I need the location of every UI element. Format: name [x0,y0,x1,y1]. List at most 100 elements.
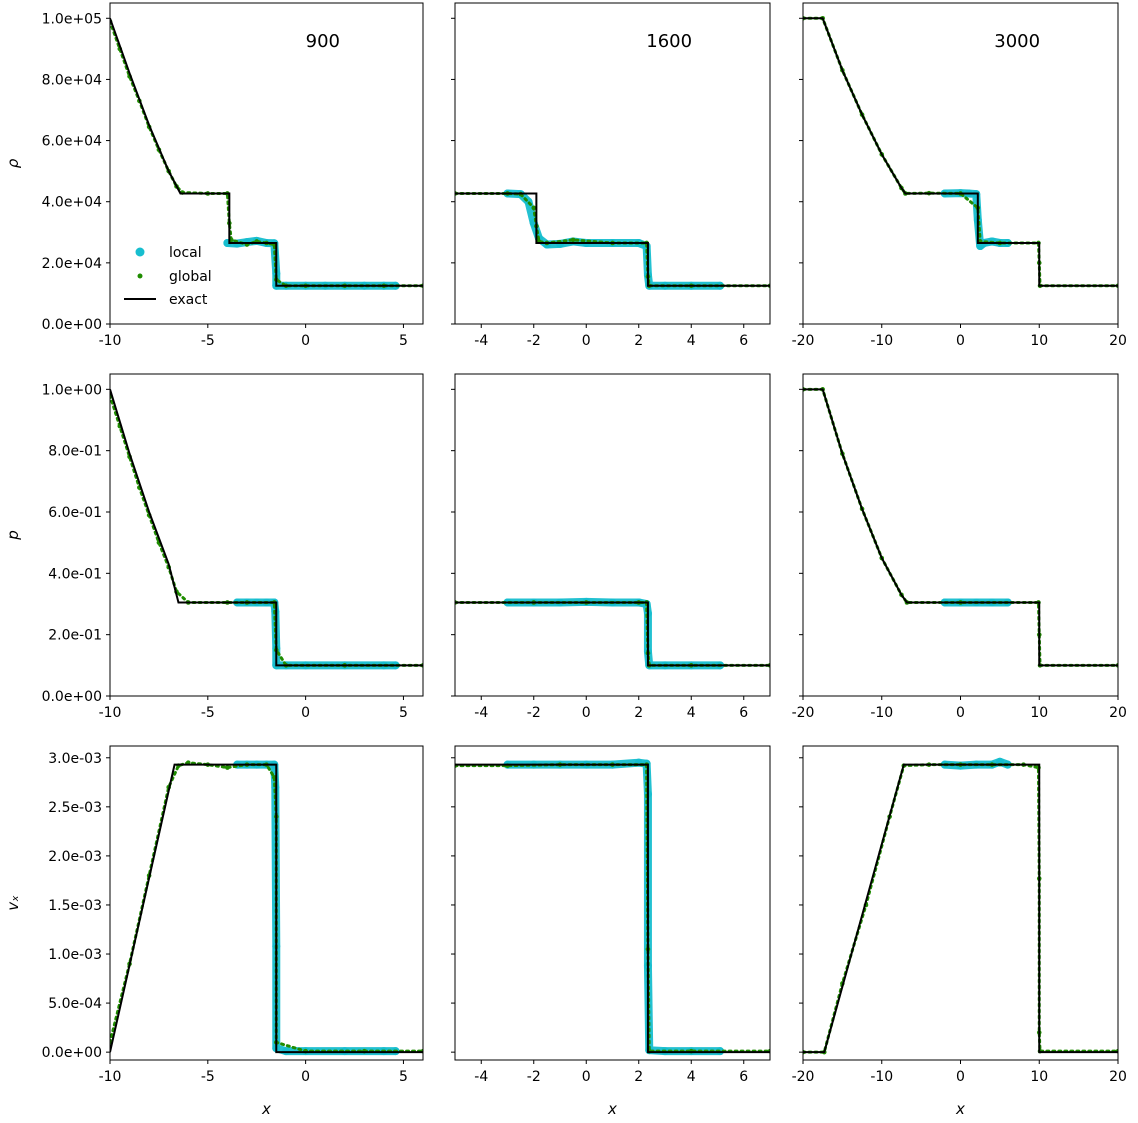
x-tick-label: 0 [582,705,591,721]
x-tick-label: 0 [301,1069,310,1085]
x-tick-label: -10 [870,1069,893,1085]
axes-frame [454,2,771,325]
y-axis-label: vₓ [4,895,22,911]
x-tick-label: 10 [1030,705,1048,721]
global-series-trace [455,191,770,288]
y-tick-label: 0.0e+00 [42,689,102,705]
legend-label-exact: exact [169,292,208,308]
local-series-band [233,598,400,670]
x-tick-label: -20 [792,705,815,721]
plot-area [803,757,1118,1055]
y-tick-label: 8.0e+04 [42,72,103,88]
axes-frame [802,373,1119,697]
plot-area [455,597,770,670]
axes-frame [109,373,424,697]
legend-label-local: local [169,245,202,261]
x-tick-label: 0 [582,333,591,349]
global-point [225,765,230,770]
x-axis-label: x [607,1100,617,1118]
x-tick-label: 10 [1030,1069,1048,1085]
x-tick-label: 0 [956,1069,965,1085]
exact-line [110,763,423,1054]
y-axis-label: p [4,530,22,541]
y-tick-label: 3.0e-03 [48,751,102,767]
x-tick-label: -5 [201,705,215,721]
x-axis-label: x [955,1100,965,1118]
exact-line [455,601,770,667]
exact-line [110,17,423,287]
y-tick-label: 6.0e+04 [42,134,103,150]
panel-title: 3000 [994,31,1040,52]
panel-title: 900 [306,31,340,52]
local-series-band [503,597,725,670]
x-tick-label: 0 [301,705,310,721]
x-tick-label: -20 [792,1069,815,1085]
global-point [531,205,537,211]
y-tick-label: 8.0e-01 [48,444,102,460]
x-tick-label: 10 [1030,333,1048,349]
y-tick-label: 4.0e+04 [42,195,103,211]
subplot-r1-c0: -10 -5 0 5 0.0e+00 2.0e-01 4.0e-01 6.0e-01 8.0e-… [4,373,424,721]
x-tick-label: 0 [956,705,965,721]
plot-area [110,760,423,1056]
y-tick-label: 0.0e+00 [42,1045,102,1061]
y-tick-label: 0.0e+00 [42,317,102,333]
exact-line [803,763,1118,1054]
x-tick-label: -2 [527,1069,541,1085]
x-tick-label: 0 [301,333,310,349]
axes-frame [454,745,771,1061]
plot-area [803,15,1118,289]
local-series-band [233,760,400,1056]
y-tick-label: 6.0e-01 [48,505,102,521]
legend: local global exact [124,245,212,308]
global-series-trace [110,393,423,667]
x-tick-label: 2 [634,333,643,349]
plot-area [803,387,1118,668]
x-tick-label: 5 [399,705,408,721]
legend-label-global: global [169,269,212,285]
x-tick-label: 20 [1109,1069,1127,1085]
y-tick-label: 2.5e-03 [48,800,102,816]
x-tick-label: -4 [474,705,488,721]
x-tick-label: 6 [739,333,748,349]
subplot-r1-c1: -4 -2 0 2 4 6 [451,373,771,721]
x-tick-label: 0 [582,1069,591,1085]
x-tick-label: -2 [527,333,541,349]
y-tick-label: 2.0e-01 [48,628,102,644]
exact-line [455,763,770,1054]
x-tick-label: -10 [99,1069,122,1085]
y-tick-label: 2.0e-03 [48,849,102,865]
x-tick-label: 6 [739,705,748,721]
x-tick-label: 4 [687,333,696,349]
x-tick-label: -5 [201,1069,215,1085]
exact-line [803,388,1118,667]
y-tick-label: 1.0e+00 [42,382,102,398]
axes-frame [109,2,424,325]
x-tick-label: 6 [739,1069,748,1085]
x-tick-label: 4 [687,1069,696,1085]
axes-frame [454,373,771,697]
x-tick-label: -10 [99,705,122,721]
plot-area [110,389,423,670]
global-point [570,237,576,243]
x-tick-label: 2 [634,705,643,721]
x-tick-label: -10 [870,333,893,349]
y-tick-label: 4.0e-01 [48,566,102,582]
axes-frame [802,745,1119,1061]
x-tick-label: -2 [527,705,541,721]
legend-marker-local [135,247,145,257]
x-tick-label: -10 [870,705,893,721]
axes-frame [802,2,1119,325]
x-tick-label: 20 [1109,705,1127,721]
x-tick-label: -4 [474,333,488,349]
x-tick-label: 5 [399,333,408,349]
global-series-trace [803,16,1118,288]
plot-area [110,17,423,290]
subplot-r1-c2: -20 -10 0 10 20 [792,373,1127,721]
y-tick-label: 1.0e-03 [48,947,102,963]
exact-line [803,17,1118,287]
x-tick-label: 5 [399,1069,408,1085]
plot-area [455,189,770,290]
exact-line [455,192,770,287]
